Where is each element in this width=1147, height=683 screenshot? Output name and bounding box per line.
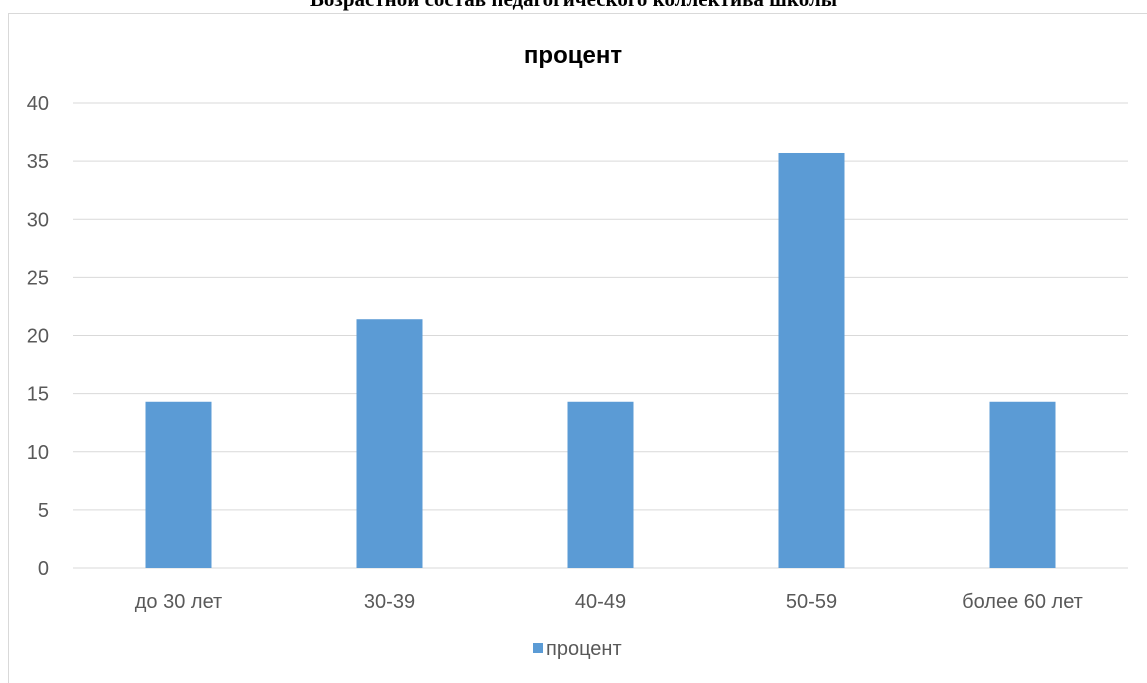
document-heading: Возрастной состав педагогического коллек… <box>0 0 1147 12</box>
bar <box>567 401 634 568</box>
legend-swatch <box>533 643 543 653</box>
y-tick-label: 35 <box>27 151 49 173</box>
x-axis-ticks: до 30 лет 30-39 40-49 50-59 более 60 лет <box>135 591 1083 613</box>
bar <box>989 401 1056 568</box>
legend-label: процент <box>546 638 622 660</box>
bar <box>145 401 212 568</box>
bars <box>145 152 1056 569</box>
y-tick-label: 25 <box>27 267 49 289</box>
chart-title: процент <box>524 42 622 69</box>
legend: процент <box>533 638 622 660</box>
bar <box>778 152 845 569</box>
y-tick-label: 10 <box>27 442 49 464</box>
x-tick-label: 50-59 <box>786 591 837 613</box>
x-tick-label: 40-49 <box>575 591 626 613</box>
y-tick-label: 30 <box>27 209 49 231</box>
x-tick-label: 30-39 <box>364 591 415 613</box>
y-tick-label: 40 <box>27 93 49 115</box>
y-tick-label: 0 <box>38 558 49 580</box>
y-axis-ticks: 0 5 10 15 20 25 30 35 40 <box>27 93 49 580</box>
chart-frame <box>8 13 1147 683</box>
y-tick-label: 15 <box>27 384 49 406</box>
bar <box>356 319 423 568</box>
y-tick-label: 5 <box>38 500 49 522</box>
y-tick-label: 20 <box>27 326 49 348</box>
x-tick-label: до 30 лет <box>135 591 222 613</box>
x-tick-label: более 60 лет <box>962 591 1083 613</box>
